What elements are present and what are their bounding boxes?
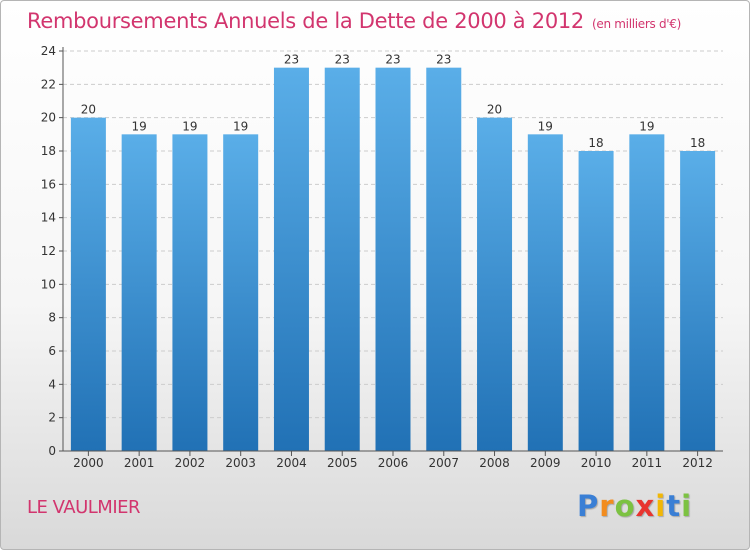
x-tick-label: 2007 — [428, 456, 459, 470]
bar — [273, 67, 309, 452]
bar — [477, 117, 513, 452]
logo-letter: i — [681, 489, 693, 523]
proxiti-logo: Proxiti — [577, 489, 692, 523]
x-tick-label: 2012 — [682, 456, 713, 470]
bar-value-label: 18 — [690, 136, 705, 150]
bar — [223, 134, 259, 452]
title-text: Remboursements Annuels de la Dette de 20… — [27, 9, 584, 33]
bar-value-label: 19 — [639, 119, 654, 133]
logo-letter: i — [655, 489, 667, 523]
logo-letter: r — [599, 489, 615, 523]
logo-letter: x — [635, 489, 656, 523]
bar-value-label: 18 — [588, 136, 603, 150]
bar-value-label: 20 — [81, 103, 96, 117]
bar — [527, 134, 563, 452]
y-tick-label: 22 — [41, 77, 56, 91]
y-tick-label: 0 — [48, 444, 56, 458]
bar-value-label: 20 — [487, 103, 502, 117]
x-tick-label: 2006 — [378, 456, 409, 470]
bar — [629, 134, 665, 452]
x-tick-label: 2002 — [175, 456, 206, 470]
logo-letter: P — [577, 489, 600, 523]
y-tick-label: 8 — [48, 311, 56, 325]
bar — [426, 67, 462, 452]
chart-subtitle: (en milliers d'€) — [592, 17, 682, 31]
x-tick-label: 2010 — [581, 456, 612, 470]
y-tick-label: 6 — [48, 344, 56, 358]
x-axis-ticks: 2000 2001 2002 2003 2004 2005 2006 2007 2008 2009… — [73, 451, 713, 470]
y-tick-label: 4 — [48, 377, 56, 391]
x-tick-label: 2008 — [479, 456, 510, 470]
y-tick-label: 2 — [48, 411, 56, 425]
bar-value-label: 23 — [436, 53, 451, 67]
bar-value-label: 23 — [335, 53, 350, 67]
chart-title: Remboursements Annuels de la Dette de 20… — [27, 9, 681, 33]
x-tick-label: 2001 — [124, 456, 155, 470]
y-tick-label: 18 — [41, 144, 56, 158]
x-tick-label: 2011 — [632, 456, 663, 470]
y-tick-label: 12 — [41, 244, 56, 258]
y-tick-label: 24 — [41, 44, 56, 58]
bar — [680, 151, 716, 451]
x-tick-label: 2005 — [327, 456, 358, 470]
bars: 20 19 19 19 23 23 23 23 20 19 18 19 18 — [70, 53, 716, 452]
bar-value-label: 23 — [284, 53, 299, 67]
y-tick-label: 10 — [41, 277, 56, 291]
y-tick-label: 14 — [41, 211, 56, 225]
bar — [121, 134, 157, 452]
bar — [324, 67, 360, 452]
x-tick-label: 2009 — [530, 456, 561, 470]
y-tick-label: 16 — [41, 177, 56, 191]
bar — [70, 117, 106, 452]
bar-value-label: 19 — [182, 119, 197, 133]
bar-value-label: 19 — [538, 119, 553, 133]
location-name: LE VAULMIER — [27, 497, 141, 518]
x-tick-label: 2003 — [225, 456, 256, 470]
logo-letter: t — [666, 489, 682, 523]
bar-value-label: 19 — [132, 119, 147, 133]
bar-value-label: 19 — [233, 119, 248, 133]
bar — [172, 134, 208, 452]
bar — [578, 151, 614, 451]
logo-letter: o — [614, 489, 636, 523]
bar-value-label: 23 — [385, 53, 400, 67]
bar — [375, 67, 411, 452]
x-tick-label: 2004 — [276, 456, 307, 470]
y-tick-label: 20 — [41, 111, 56, 125]
x-tick-label: 2000 — [73, 456, 104, 470]
